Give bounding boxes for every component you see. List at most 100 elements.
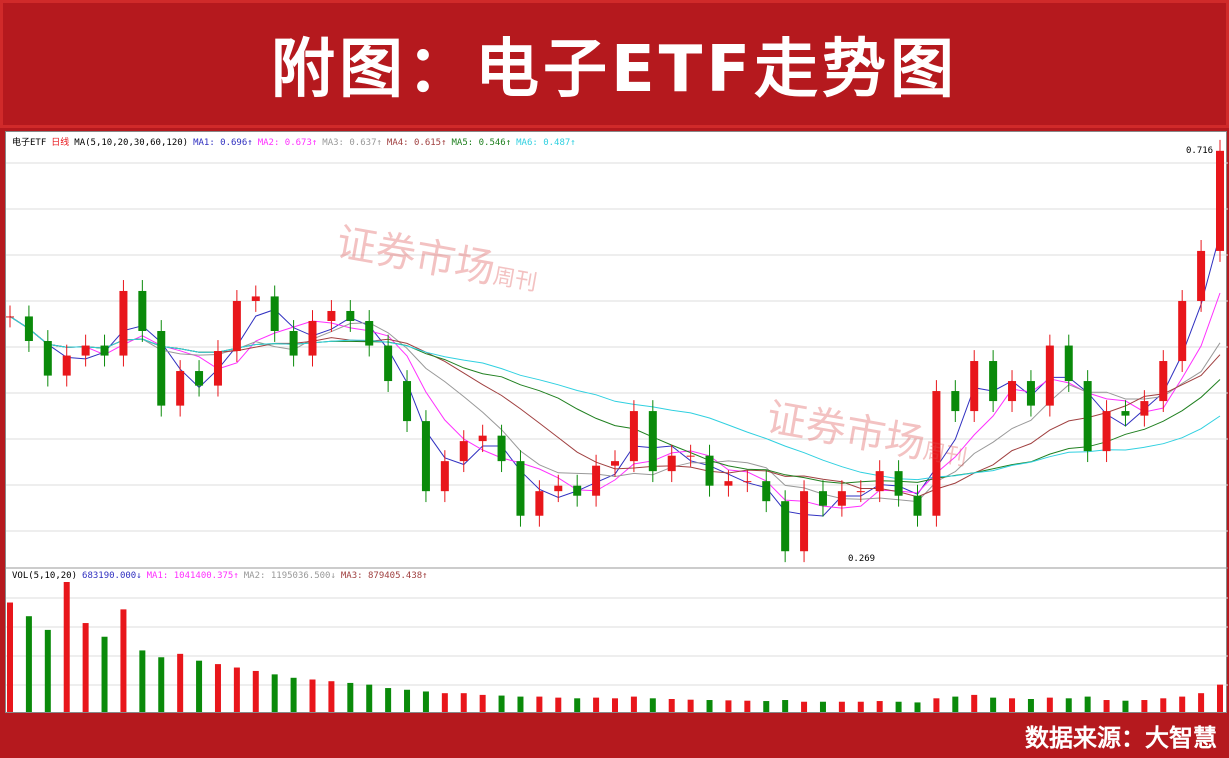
- volume-bar: [687, 699, 694, 712]
- volume-bar: [233, 667, 240, 712]
- volume-bar: [82, 623, 89, 712]
- candle-body: [289, 331, 298, 356]
- legend-name: 电子ETF: [12, 138, 47, 148]
- candle-body: [157, 331, 166, 406]
- legend-ma-def: MA(5,10,20,30,60,120): [74, 138, 189, 148]
- volume-bar: [914, 702, 921, 712]
- candle-body: [686, 455, 695, 457]
- legend-item: MA5: 0.546↑: [451, 138, 512, 148]
- volume-bar: [1198, 693, 1205, 712]
- volume-bar: [158, 657, 165, 712]
- candle-body: [1197, 250, 1206, 301]
- candle-body: [365, 320, 374, 346]
- price-legend: 电子ETF 日线 MA(5,10,20,30,60,120) MA1: 0.696↑ M…: [12, 135, 586, 148]
- volume-bar: [838, 701, 845, 712]
- volume-bar: [404, 689, 411, 712]
- volume-bar: [422, 691, 429, 712]
- candle-body: [478, 435, 487, 442]
- volume-bar: [895, 701, 902, 712]
- volume-bar: [177, 653, 184, 712]
- candle-body: [705, 455, 714, 486]
- candle-body: [251, 296, 260, 301]
- volume-bar: [1141, 700, 1148, 712]
- volume-bar: [1179, 696, 1186, 712]
- candle-body: [648, 411, 657, 472]
- volume-bar: [630, 696, 637, 712]
- candle-body: [743, 481, 752, 483]
- volume-bar: [744, 700, 751, 712]
- candle-body: [43, 341, 52, 376]
- volume-bar: [1009, 698, 1016, 712]
- volume-bar: [1160, 698, 1167, 712]
- candle-body: [24, 316, 33, 342]
- volume-bar: [952, 696, 959, 712]
- volume-bar: [971, 694, 978, 712]
- volume-bar: [593, 697, 600, 712]
- candle-body: [724, 481, 733, 486]
- candle-body: [100, 345, 109, 356]
- candle-body: [667, 455, 676, 472]
- volume-bar: [555, 697, 562, 712]
- volume-bar: [385, 688, 392, 712]
- volume-bar: [725, 700, 732, 712]
- volume-bar: [649, 698, 656, 712]
- volume-bar: [1103, 700, 1110, 712]
- candle-body: [516, 461, 525, 516]
- volume-bar: [196, 660, 203, 712]
- candle-body: [1159, 361, 1168, 402]
- volume-bar: [1217, 684, 1223, 712]
- candle-body: [195, 371, 204, 386]
- candle-body: [1064, 345, 1073, 382]
- ma-line: [9, 292, 1221, 509]
- volume-bar: [366, 684, 373, 712]
- volume-bar: [120, 609, 127, 712]
- volume-bar: [876, 701, 883, 712]
- volume-bar: [479, 694, 486, 712]
- candle-body: [856, 491, 865, 493]
- legend-item: 683190.000↓: [82, 571, 142, 581]
- volume-bar: [290, 677, 297, 712]
- volume-bar: [214, 664, 221, 712]
- volume-bar: [139, 650, 146, 712]
- ma-line: [9, 315, 1221, 481]
- volume-bar: [441, 693, 448, 712]
- candle-body: [629, 411, 638, 462]
- candle-body: [781, 501, 790, 552]
- volume-bar: [819, 701, 826, 712]
- candle-body: [1140, 401, 1149, 416]
- legend-item: MA3: 0.637↑: [322, 138, 382, 148]
- candle-body: [1008, 381, 1017, 402]
- volume-legend: VOL(5,10,20) 683190.000↓ MA1: 1041400.375↑…: [12, 571, 438, 581]
- candle-body: [875, 471, 884, 492]
- legend-item: MA2: 0.673↑: [257, 138, 318, 148]
- candle-body: [837, 491, 846, 506]
- volume-bar: [857, 701, 864, 712]
- candle-body: [6, 316, 14, 318]
- candle-body: [440, 461, 449, 492]
- candle-body: [818, 491, 827, 506]
- volume-bar: [460, 693, 467, 712]
- volume-bar: [801, 701, 808, 712]
- candle-body: [894, 471, 903, 496]
- legend-period: 日线: [51, 138, 70, 148]
- candle-body: [913, 495, 922, 516]
- volume-bar: [1122, 700, 1129, 712]
- volume-bar: [1046, 697, 1053, 712]
- volume-bar: [1065, 698, 1072, 712]
- candle-body: [573, 485, 582, 496]
- candle-body: [932, 391, 941, 516]
- volume-bar: [498, 695, 505, 712]
- volume-bar: [536, 696, 543, 712]
- candle-body: [951, 391, 960, 412]
- volume-bar: [25, 616, 32, 712]
- candle-body: [403, 381, 412, 422]
- legend-item: MA3: 879405.438↑: [340, 571, 428, 581]
- price-annotation: 0.716: [1186, 146, 1213, 156]
- candle-body: [176, 371, 185, 406]
- legend-item: MA1: 1041400.375↑: [146, 571, 239, 581]
- candle-body: [970, 361, 979, 412]
- candle-body: [270, 296, 279, 331]
- legend-item: MA4: 0.615↑: [386, 138, 447, 148]
- volume-bar: [328, 681, 335, 712]
- candle-body: [497, 435, 506, 462]
